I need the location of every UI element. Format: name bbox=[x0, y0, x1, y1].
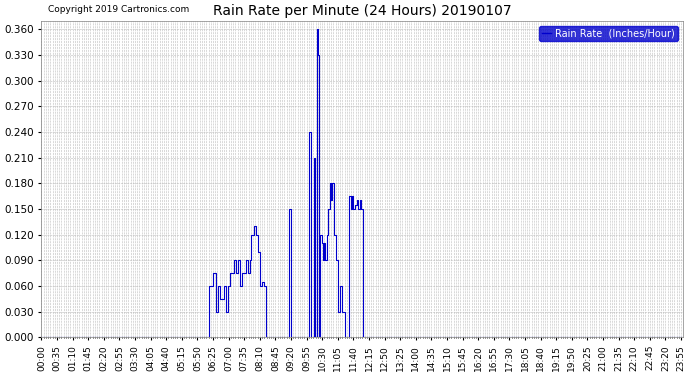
Text: Copyright 2019 Cartronics.com: Copyright 2019 Cartronics.com bbox=[48, 5, 189, 14]
Legend: Rain Rate  (Inches/Hour): Rain Rate (Inches/Hour) bbox=[539, 26, 678, 41]
Title: Rain Rate per Minute (24 Hours) 20190107: Rain Rate per Minute (24 Hours) 20190107 bbox=[213, 4, 511, 18]
